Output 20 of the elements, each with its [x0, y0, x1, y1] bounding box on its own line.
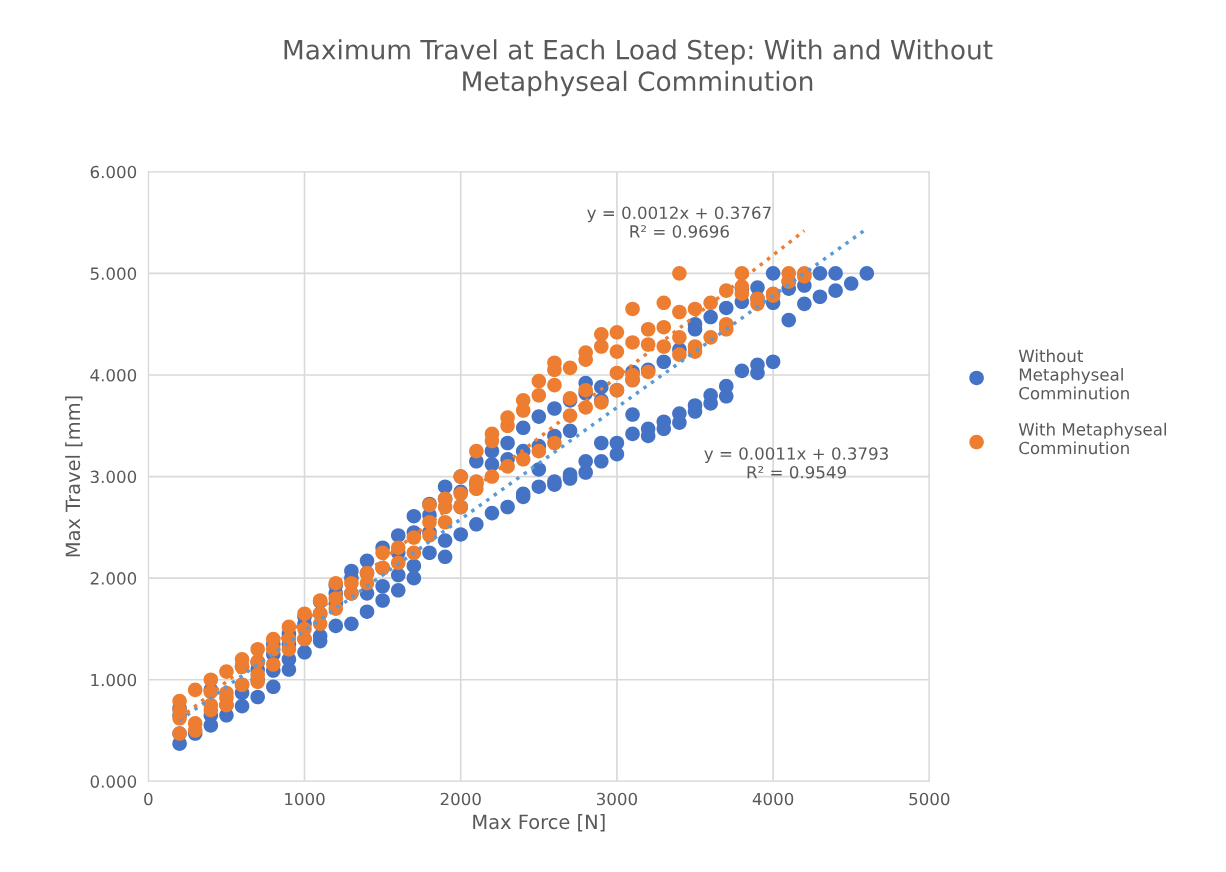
y-tick-label: 2.000 [90, 572, 137, 585]
y-tick-label: 4.000 [90, 368, 137, 382]
x-tick-label: 4000 [752, 792, 794, 806]
x-tick-label: 5000 [909, 792, 950, 806]
y-tick-label: 0.000 [90, 775, 137, 788]
y-tick-label: 5.000 [90, 267, 137, 280]
x-axis-title: Max Force [N] [473, 814, 605, 832]
x-tick-label: 2000 [440, 792, 481, 806]
legend-label: Without Metaphyseal Comminution [1018, 349, 1129, 400]
annotation: y = 0.0011x + 0.3793 R² = 0.9549 [704, 447, 888, 479]
y-tick-label: 1.000 [91, 673, 137, 687]
x-tick-label: 0 [144, 792, 153, 806]
x-tick-label: 1000 [285, 792, 325, 806]
y-tick-label: 3.000 [90, 470, 137, 484]
chart-title: Maximum Travel at Each Load Step: With and Without Metaphyseal Comminution [284, 39, 993, 97]
legend-label: With Metaphyseal Comminution [1018, 422, 1166, 455]
annotation: y = 0.0012x + 0.3767 R² = 0.9696 [587, 206, 771, 238]
y-axis-title: Max Travel [mm] [65, 396, 83, 557]
y-tick-label: 6.000 [90, 165, 137, 179]
x-tick-label: 3000 [596, 792, 638, 806]
